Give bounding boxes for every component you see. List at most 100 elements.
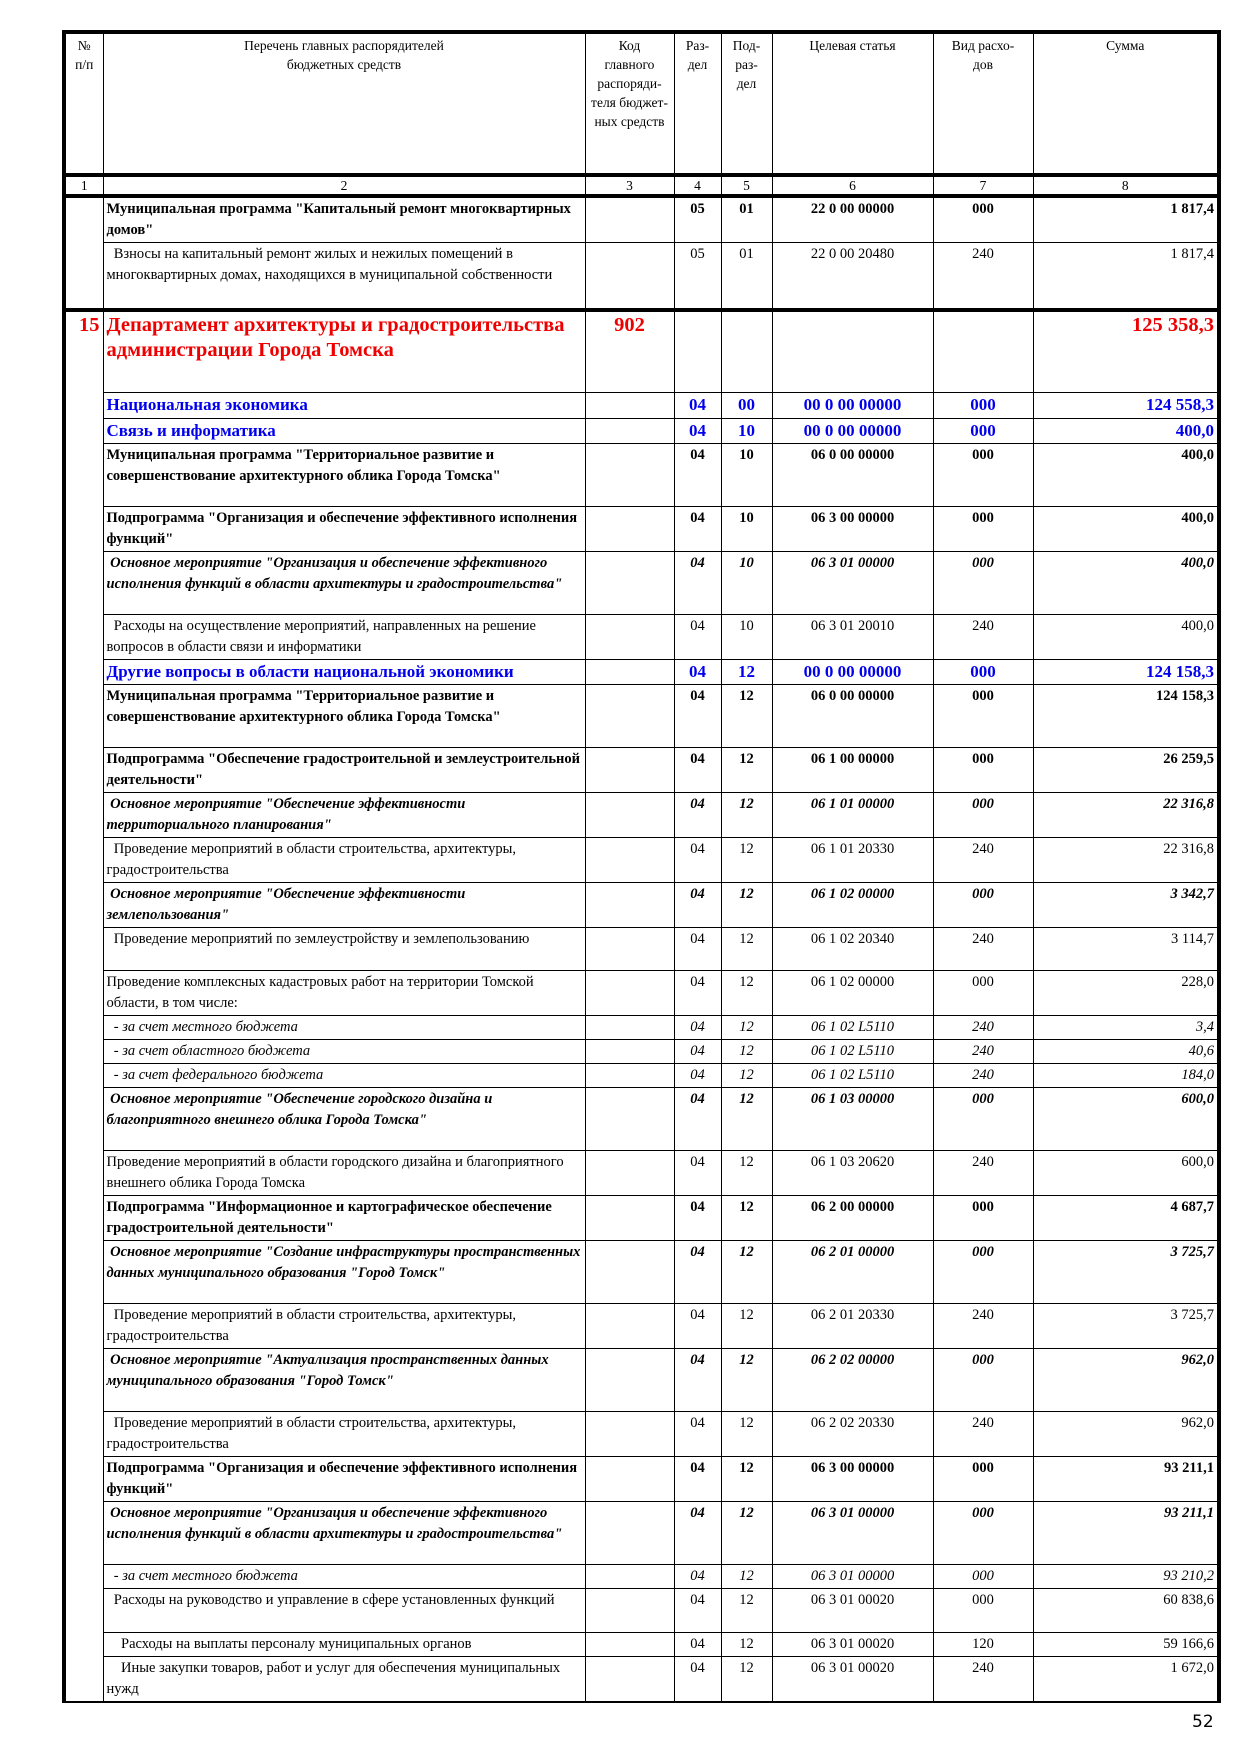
admin-code (584, 1015, 675, 1040)
item-name: Взносы на капитальный ремонт жилых и неж… (102, 242, 586, 311)
amount: 962,0 (1032, 1411, 1221, 1457)
admin-code (584, 392, 675, 419)
amount: 400,0 (1032, 506, 1221, 552)
table-row: Иные закупки товаров, работ и услуг для … (62, 1656, 1221, 1703)
row-number (62, 1501, 104, 1565)
table-row: Муниципальная программа "Территориальное… (62, 443, 1221, 507)
item-name: - за счет местного бюджета (102, 1015, 586, 1040)
header-sum: Сумма (1032, 30, 1221, 177)
subsection-code: 12 (720, 1150, 773, 1196)
table-row: Подпрограмма "Организация и обеспечение … (62, 1456, 1221, 1502)
subsection-code: 12 (720, 659, 773, 685)
table-row: Расходы на осуществление мероприятий, на… (62, 614, 1221, 660)
item-name: Проведение мероприятий в области строите… (102, 1303, 586, 1349)
amount: 1 817,4 (1032, 195, 1221, 243)
row-number (62, 684, 104, 748)
header-subsection: Под- раз- дел (720, 30, 773, 177)
section-code: 05 (673, 242, 722, 311)
section-code: 04 (673, 1564, 722, 1589)
section-code: 04 (673, 837, 722, 883)
subsection-code: 12 (720, 1588, 773, 1633)
target-article: 06 1 02 L5110 (771, 1063, 934, 1088)
target-article: 06 1 02 00000 (771, 970, 934, 1016)
item-name: Проведение комплексных кадастровых работ… (102, 970, 586, 1016)
item-name: Другие вопросы в области национальной эк… (102, 659, 586, 685)
admin-code (584, 614, 675, 660)
row-number (62, 614, 104, 660)
amount: 3 725,7 (1032, 1303, 1221, 1349)
amount: 40,6 (1032, 1039, 1221, 1064)
item-name: Проведение мероприятий в области строите… (102, 837, 586, 883)
column-number: 8 (1032, 174, 1221, 198)
table-row: 15 Департамент архитектуры и градостроите… (62, 308, 1221, 393)
table-row: Расходы на выплаты персоналу муниципальн… (62, 1632, 1221, 1657)
section-code: 04 (673, 614, 722, 660)
row-number (62, 1195, 104, 1241)
section-code: 04 (673, 1588, 722, 1633)
admin-code (584, 506, 675, 552)
subsection-code: 12 (720, 1348, 773, 1412)
table-row: Основное мероприятие "Организация и обес… (62, 551, 1221, 615)
admin-code (584, 1063, 675, 1088)
section-code: 04 (673, 1632, 722, 1657)
admin-code (584, 659, 675, 685)
table-row: Проведение комплексных кадастровых работ… (62, 970, 1221, 1016)
target-article: 06 3 01 00000 (771, 551, 934, 615)
subsection-code: 12 (720, 1063, 773, 1088)
item-name: Основное мероприятие "Актуализация прост… (102, 1348, 586, 1412)
item-name: Проведение мероприятий по землеустройств… (102, 927, 586, 971)
expense-type: 240 (932, 1656, 1034, 1703)
row-number (62, 443, 104, 507)
target-article: 06 0 00 00000 (771, 443, 934, 507)
section-code: 04 (673, 1656, 722, 1703)
expense-type: 000 (932, 970, 1034, 1016)
amount: 125 358,3 (1032, 308, 1221, 393)
admin-code (584, 1150, 675, 1196)
item-name: Основное мероприятие "Организация и обес… (102, 551, 586, 615)
header-expense-type: Вид расхо- дов (932, 30, 1034, 177)
amount: 400,0 (1032, 443, 1221, 507)
column-number: 6 (771, 174, 934, 198)
admin-code (584, 837, 675, 883)
table-row: Муниципальная программа "Капитальный рем… (62, 195, 1221, 243)
admin-code (584, 1348, 675, 1412)
expense-type: 000 (932, 1087, 1034, 1151)
amount: 1 817,4 (1032, 242, 1221, 311)
item-name: - за счет местного бюджета (102, 1564, 586, 1589)
expense-type: 000 (932, 506, 1034, 552)
subsection-code: 12 (720, 1632, 773, 1657)
target-article: 06 3 00 00000 (771, 506, 934, 552)
target-article: 06 1 02 L5110 (771, 1015, 934, 1040)
target-article: 06 1 00 00000 (771, 747, 934, 793)
row-number (62, 1240, 104, 1304)
table-row: Подпрограмма "Информационное и картограф… (62, 1195, 1221, 1241)
table-row: Основное мероприятие "Актуализация прост… (62, 1348, 1221, 1412)
admin-code (584, 684, 675, 748)
target-article: 06 3 01 00020 (771, 1632, 934, 1657)
subsection-code: 12 (720, 1411, 773, 1457)
amount: 1 672,0 (1032, 1656, 1221, 1703)
admin-code (584, 1195, 675, 1241)
section-code: 05 (673, 195, 722, 243)
admin-code (584, 1240, 675, 1304)
amount: 60 838,6 (1032, 1588, 1221, 1633)
expense-type: 000 (932, 1564, 1034, 1589)
subsection-code: 10 (720, 443, 773, 507)
item-name: Основное мероприятие "Обеспечение городс… (102, 1087, 586, 1151)
expense-type: 000 (932, 882, 1034, 928)
section-code: 04 (673, 551, 722, 615)
subsection-code: 12 (720, 1195, 773, 1241)
expense-type: 240 (932, 927, 1034, 971)
table-row: Проведение мероприятий в области городск… (62, 1150, 1221, 1196)
section-code: 04 (673, 747, 722, 793)
target-article: 22 0 00 20480 (771, 242, 934, 311)
table-row: Подпрограмма "Обеспечение градостроитель… (62, 747, 1221, 793)
row-number (62, 659, 104, 685)
admin-code (584, 1656, 675, 1703)
expense-type: 240 (932, 1303, 1034, 1349)
row-number (62, 392, 104, 419)
amount: 22 316,8 (1032, 792, 1221, 838)
admin-code (584, 551, 675, 615)
expense-type: 000 (932, 443, 1034, 507)
expense-type: 000 (932, 1456, 1034, 1502)
